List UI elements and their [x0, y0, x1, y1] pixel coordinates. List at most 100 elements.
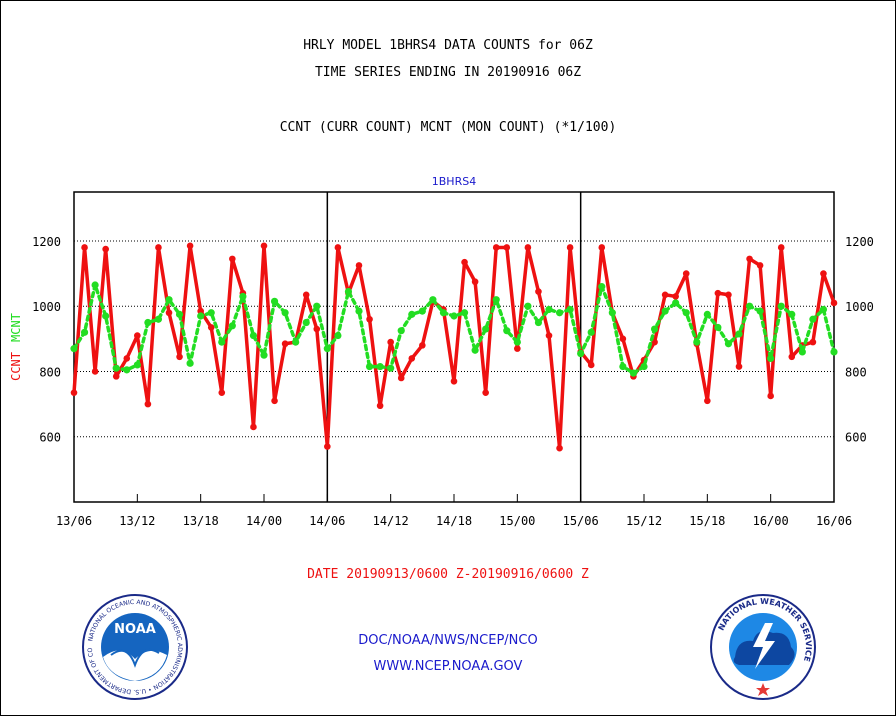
data-point-mcnt [123, 366, 131, 374]
data-point-ccnt [735, 363, 743, 370]
data-point-ccnt [313, 325, 321, 333]
chart-title-line1: HRLY MODEL 1BHRS4 DATA COUNTS for 06Z [303, 38, 593, 53]
y-tick-label-left: 1200 [32, 235, 61, 249]
data-point-mcnt [492, 296, 500, 304]
y-tick-label-right: 800 [845, 365, 867, 379]
data-point-ccnt [408, 355, 416, 362]
data-point-ccnt [176, 353, 183, 361]
data-point-mcnt [587, 328, 595, 336]
data-point-ccnt [619, 335, 627, 343]
data-point-ccnt [334, 244, 342, 251]
x-tick-label: 13/06 [56, 514, 92, 528]
data-point-mcnt [313, 302, 321, 310]
data-point-mcnt [323, 345, 331, 353]
x-tick-label: 15/18 [689, 514, 725, 528]
data-point-mcnt [186, 359, 194, 367]
y-tick-label-right: 1200 [845, 235, 874, 249]
x-tick-label: 15/12 [626, 514, 662, 528]
data-point-ccnt [830, 299, 838, 307]
data-point-mcnt [830, 348, 838, 356]
data-point-mcnt [249, 331, 258, 340]
data-point-ccnt [387, 338, 394, 346]
data-point-mcnt [598, 283, 606, 291]
data-point-ccnt [598, 244, 606, 251]
data-point-mcnt [408, 310, 416, 318]
x-tick-label: 15/00 [499, 514, 535, 528]
data-point-ccnt [746, 255, 753, 263]
chart-inner-title: 1BHRS4 [432, 175, 476, 188]
data-point-ccnt [514, 345, 521, 352]
data-point-mcnt [344, 287, 353, 296]
data-point-ccnt [714, 289, 722, 297]
date-range-label: DATE 20190913/0600 Z-20190916/0600 Z [307, 567, 589, 582]
chart-subtitle: CCNT (CURR COUNT) MCNT (MON COUNT) (*1/1… [279, 120, 617, 135]
x-tick-label: 15/06 [563, 514, 599, 528]
data-point-ccnt [155, 244, 162, 251]
data-point-ccnt [81, 244, 88, 251]
data-point-mcnt [239, 292, 247, 301]
data-point-ccnt [302, 291, 310, 299]
data-point-mcnt [682, 309, 690, 317]
data-point-mcnt [777, 302, 785, 310]
data-point-mcnt [460, 309, 469, 317]
data-point-mcnt [133, 361, 141, 369]
data-point-mcnt [545, 305, 553, 314]
website-link[interactable]: WWW.NCEP.NOAA.GOV [373, 659, 523, 674]
agency-path-text: DOC/NOAA/NWS/NCEP/NCO [358, 633, 538, 648]
x-tick-label: 16/00 [753, 514, 789, 528]
data-point-ccnt [324, 443, 331, 450]
data-point-mcnt [218, 338, 226, 346]
data-point-mcnt [207, 309, 215, 317]
data-point-mcnt [809, 315, 817, 323]
data-point-mcnt [745, 302, 754, 310]
x-tick-label: 14/12 [373, 514, 409, 528]
data-point-ccnt [123, 355, 131, 362]
data-point-ccnt [250, 423, 257, 431]
data-point-mcnt [91, 281, 99, 289]
y-axis-label-ccnt: CCNT [9, 352, 23, 381]
data-point-mcnt [102, 312, 110, 320]
data-point-mcnt [640, 362, 648, 371]
y-tick-label-left: 800 [39, 365, 61, 379]
data-point-mcnt [439, 309, 448, 317]
data-point-ccnt [281, 340, 289, 348]
data-point-ccnt [482, 389, 489, 396]
chart-title-line2: TIME SERIES ENDING IN 20190916 06Z [314, 65, 582, 80]
data-point-ccnt [355, 262, 363, 269]
data-point-mcnt [693, 338, 701, 346]
data-point-ccnt [112, 373, 120, 380]
x-tick-label: 14/00 [246, 514, 282, 528]
data-point-mcnt [334, 331, 342, 340]
data-point-ccnt [820, 270, 827, 277]
data-point-mcnt [735, 330, 743, 338]
data-point-mcnt [566, 305, 574, 314]
data-point-mcnt [154, 315, 163, 323]
y-tick-label-left: 1000 [32, 300, 61, 314]
data-point-mcnt [450, 312, 458, 320]
data-point-mcnt [788, 310, 796, 318]
data-point-ccnt [492, 244, 500, 251]
data-point-mcnt [387, 364, 395, 372]
data-point-mcnt [819, 305, 828, 314]
data-point-mcnt [365, 362, 374, 371]
data-point-ccnt [503, 244, 511, 251]
data-point-mcnt [577, 349, 585, 358]
data-point-ccnt [197, 307, 204, 315]
data-point-ccnt [461, 258, 468, 266]
data-point-mcnt [270, 297, 279, 305]
data-point-ccnt [545, 332, 553, 339]
data-point-ccnt [70, 389, 78, 396]
data-point-ccnt [471, 278, 479, 286]
data-point-mcnt [555, 309, 564, 317]
data-point-mcnt [650, 325, 659, 333]
data-point-mcnt [471, 346, 479, 354]
x-tick-label: 14/06 [309, 514, 345, 528]
x-tick-label: 14/18 [436, 514, 472, 528]
data-point-ccnt [144, 400, 152, 408]
data-point-mcnt [302, 318, 310, 327]
data-point-mcnt [672, 299, 680, 307]
data-point-mcnt [70, 345, 78, 353]
data-point-mcnt [376, 362, 384, 371]
data-point-mcnt [619, 362, 627, 371]
